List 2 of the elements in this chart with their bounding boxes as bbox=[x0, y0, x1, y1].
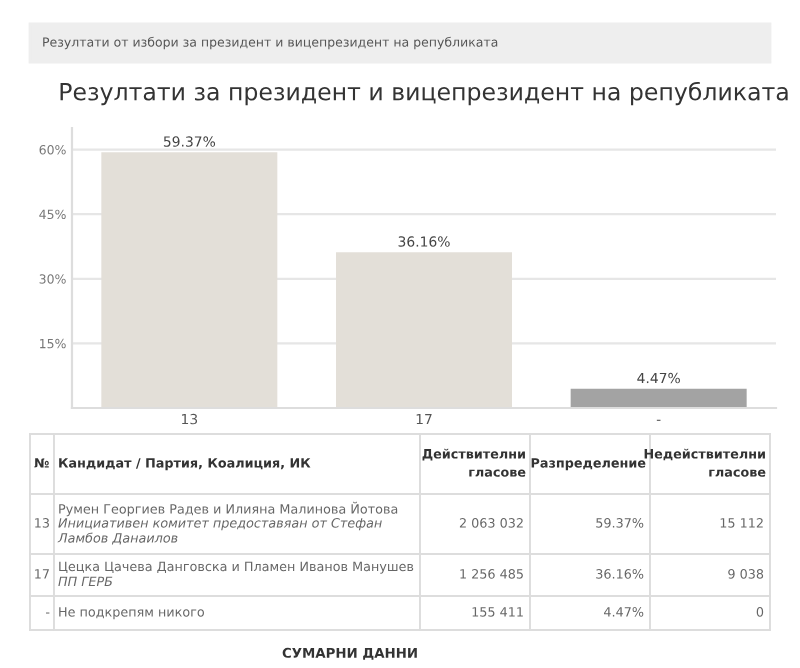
bar bbox=[570, 388, 747, 408]
chart-title: Резултати за президент и вицепрезидент на републиката bbox=[60, 81, 788, 106]
